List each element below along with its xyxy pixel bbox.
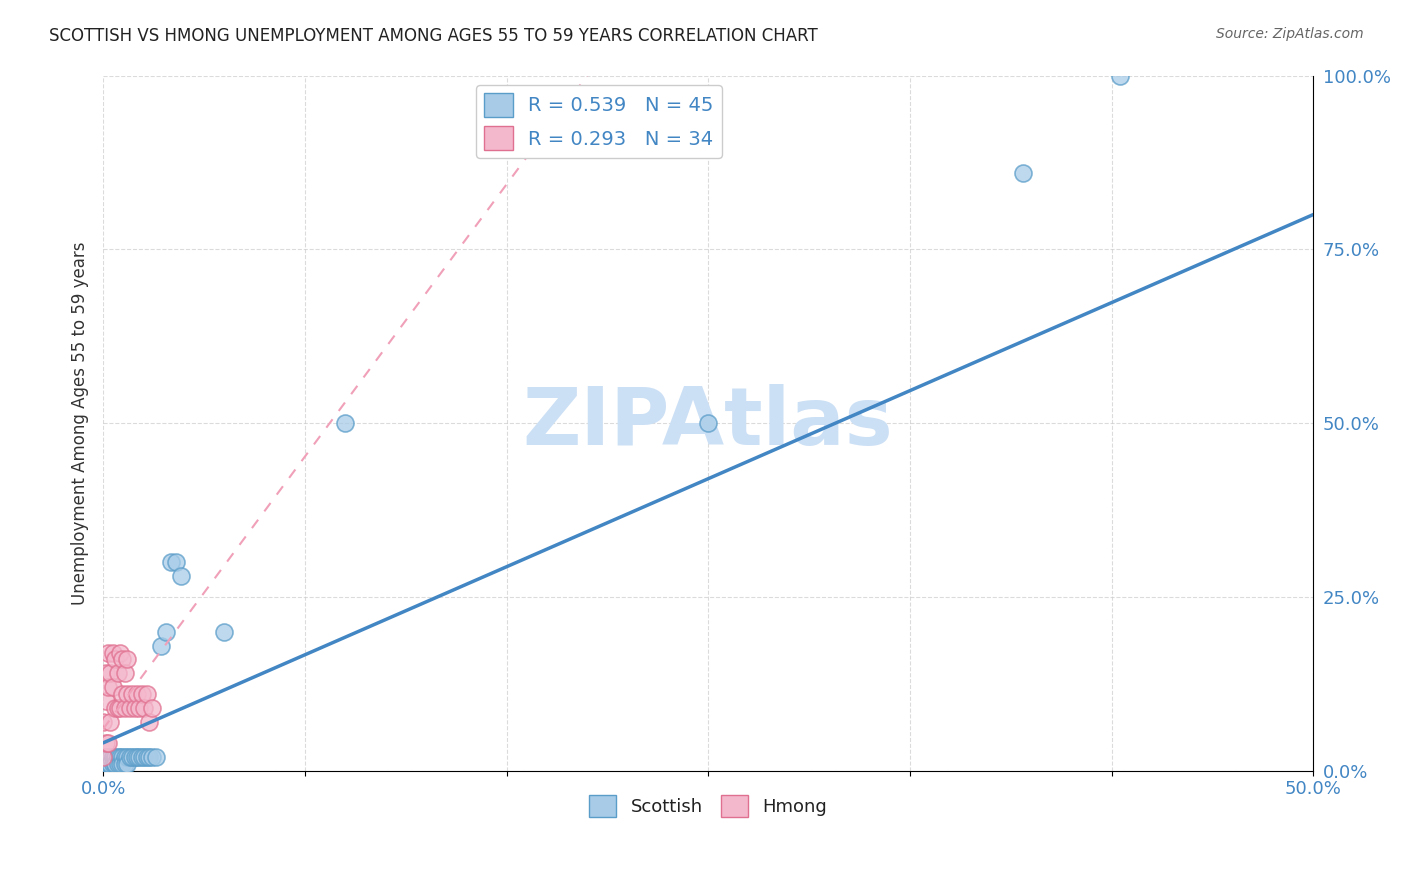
Point bbox=[111, 687, 134, 701]
Point bbox=[117, 687, 139, 701]
Point bbox=[128, 701, 150, 715]
Point bbox=[101, 646, 124, 660]
Text: SCOTTISH VS HMONG UNEMPLOYMENT AMONG AGES 55 TO 59 YEARS CORRELATION CHART: SCOTTISH VS HMONG UNEMPLOYMENT AMONG AGE… bbox=[49, 27, 818, 45]
Y-axis label: Unemployment Among Ages 55 to 59 years: Unemployment Among Ages 55 to 59 years bbox=[72, 242, 89, 605]
Point bbox=[108, 646, 131, 660]
Point bbox=[104, 756, 127, 771]
Point bbox=[697, 416, 720, 430]
Point bbox=[1108, 69, 1130, 83]
Point bbox=[107, 701, 129, 715]
Point bbox=[100, 756, 122, 771]
Point bbox=[97, 736, 120, 750]
Point bbox=[145, 749, 167, 764]
Point bbox=[131, 687, 153, 701]
Point bbox=[125, 687, 148, 701]
Point bbox=[94, 756, 117, 771]
Point bbox=[141, 749, 163, 764]
Point bbox=[101, 680, 124, 694]
Point bbox=[124, 749, 146, 764]
Text: Source: ZipAtlas.com: Source: ZipAtlas.com bbox=[1216, 27, 1364, 41]
Point bbox=[131, 749, 153, 764]
Point bbox=[108, 756, 131, 771]
Point bbox=[104, 701, 127, 715]
Point bbox=[124, 701, 146, 715]
Point bbox=[111, 749, 134, 764]
Point bbox=[111, 756, 134, 771]
Point bbox=[111, 652, 134, 666]
Point bbox=[97, 756, 120, 771]
Point bbox=[155, 624, 177, 639]
Point bbox=[107, 749, 129, 764]
Point bbox=[91, 749, 114, 764]
Point bbox=[118, 701, 141, 715]
Point bbox=[104, 749, 127, 764]
Point bbox=[114, 749, 136, 764]
Point bbox=[108, 701, 131, 715]
Legend: Scottish, Hmong: Scottish, Hmong bbox=[582, 788, 834, 824]
Text: ZIPAtlas: ZIPAtlas bbox=[523, 384, 894, 462]
Point bbox=[91, 714, 114, 729]
Point bbox=[333, 416, 356, 430]
Point bbox=[134, 701, 156, 715]
Point bbox=[121, 749, 143, 764]
Point bbox=[135, 687, 157, 701]
Point bbox=[212, 624, 235, 639]
Point bbox=[135, 749, 157, 764]
Point bbox=[118, 749, 141, 764]
Point bbox=[150, 639, 173, 653]
Point bbox=[94, 694, 117, 708]
Point bbox=[104, 756, 127, 771]
Point bbox=[97, 749, 120, 764]
Point bbox=[107, 756, 129, 771]
Point bbox=[114, 756, 136, 771]
Point bbox=[125, 749, 148, 764]
Point bbox=[141, 701, 163, 715]
Point bbox=[94, 749, 117, 764]
Point bbox=[117, 652, 139, 666]
Point bbox=[114, 701, 136, 715]
Point bbox=[121, 687, 143, 701]
Point bbox=[100, 666, 122, 681]
Point bbox=[117, 756, 139, 771]
Point bbox=[160, 555, 183, 569]
Point bbox=[94, 666, 117, 681]
Point bbox=[117, 749, 139, 764]
Point bbox=[169, 569, 191, 583]
Point bbox=[138, 749, 160, 764]
Point bbox=[1011, 166, 1033, 180]
Point bbox=[104, 652, 127, 666]
Point bbox=[108, 749, 131, 764]
Point bbox=[101, 749, 124, 764]
Point bbox=[94, 736, 117, 750]
Point bbox=[100, 749, 122, 764]
Point bbox=[138, 714, 160, 729]
Point bbox=[165, 555, 187, 569]
Point bbox=[107, 666, 129, 681]
Point bbox=[100, 714, 122, 729]
Point bbox=[128, 749, 150, 764]
Point bbox=[91, 756, 114, 771]
Point bbox=[114, 666, 136, 681]
Point bbox=[100, 756, 122, 771]
Point bbox=[134, 749, 156, 764]
Point bbox=[97, 680, 120, 694]
Point bbox=[101, 756, 124, 771]
Point bbox=[97, 756, 120, 771]
Point bbox=[97, 646, 120, 660]
